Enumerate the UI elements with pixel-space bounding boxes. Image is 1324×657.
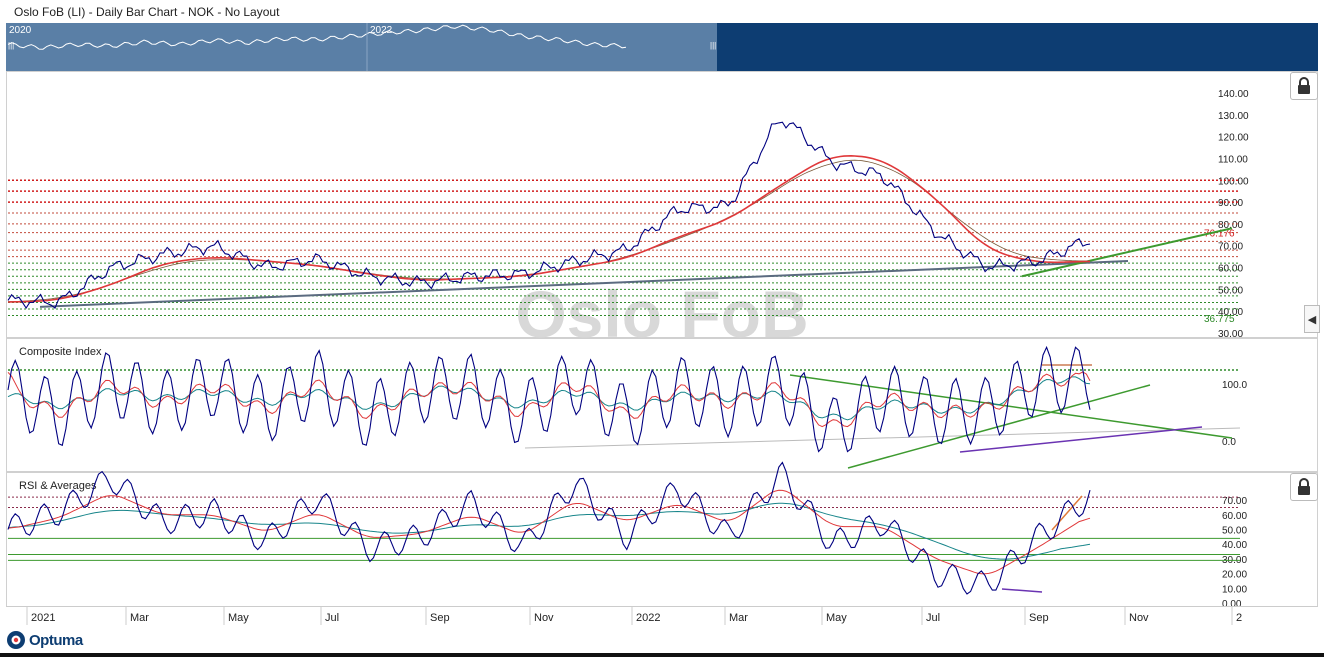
x-axis-label: Mar xyxy=(130,612,149,624)
collapse-arrow-icon[interactable]: ◀ xyxy=(1304,305,1320,333)
composite-index-line xyxy=(7,345,1091,453)
rsi-purple-trendline[interactable] xyxy=(1001,588,1043,593)
x-axis-label: Nov xyxy=(1129,612,1149,624)
composite-rising-trendline[interactable] xyxy=(847,384,1151,469)
price-y-tick: 130.00 xyxy=(1218,111,1249,122)
chart-title: Oslo FoB (LI) - Daily Bar Chart - NOK - … xyxy=(14,5,280,19)
composite-fast-average xyxy=(7,371,1091,428)
navigator-year-2020: 2020 xyxy=(9,25,32,36)
navigator-handle-right[interactable]: ||| xyxy=(710,41,717,50)
lock-icon[interactable] xyxy=(1290,72,1318,100)
x-axis-label: 2022 xyxy=(636,612,660,624)
price-y-tick: 70.00 xyxy=(1218,242,1243,253)
composite-purple-trendline[interactable] xyxy=(959,426,1203,453)
price-y-tick: 60.00 xyxy=(1218,264,1243,275)
rsi-y-tick: 10.00 xyxy=(1222,584,1247,595)
rsi-slow-average xyxy=(7,502,1091,560)
watermark: Oslo FoB xyxy=(515,277,808,351)
optuma-logo-icon xyxy=(7,631,25,649)
price-y-tick: 90.00 xyxy=(1218,198,1243,209)
navigator-overview[interactable]: 2020 2022 ||| ||| xyxy=(6,23,1318,71)
x-axis-label: May xyxy=(228,612,249,624)
price-panel xyxy=(6,71,1318,338)
navigator-unselected-range[interactable] xyxy=(717,23,1318,71)
navigator-handle-left[interactable]: ||| xyxy=(8,41,15,50)
x-axis-label: Jul xyxy=(926,612,940,624)
navigator-selected-range[interactable] xyxy=(6,23,717,71)
composite-panel: Composite Index xyxy=(6,338,1318,472)
uptrend-line[interactable] xyxy=(1021,227,1233,278)
rsi-y-tick: 20.00 xyxy=(1222,570,1247,581)
rsi-y-tick: 40.00 xyxy=(1222,540,1247,551)
rsi-y-tick: 50.00 xyxy=(1222,526,1247,537)
rsi-lock-icon[interactable] xyxy=(1290,473,1318,501)
price-y-tick: 140.00 xyxy=(1218,89,1249,100)
optuma-logo-text: Optuma xyxy=(29,631,83,649)
composite-label: Composite Index xyxy=(19,346,102,358)
moving-average-line xyxy=(7,154,1090,303)
price-y-tick: 40.00 xyxy=(1218,307,1243,318)
composite-y-tick: 0.0 xyxy=(1222,437,1236,448)
rsi-line xyxy=(7,461,1091,595)
fib-label-upper: 76.176 xyxy=(1204,228,1235,239)
x-axis xyxy=(6,606,1318,627)
navigator-sparkline xyxy=(7,23,627,71)
optuma-logo: Optuma xyxy=(6,629,83,651)
price-y-tick: 100.00 xyxy=(1218,176,1249,187)
x-axis-label: Sep xyxy=(430,612,450,624)
support-trendline[interactable] xyxy=(39,260,1129,308)
x-axis-label: May xyxy=(826,612,847,624)
price-y-tick: 120.00 xyxy=(1218,133,1249,144)
x-axis-label: Jul xyxy=(325,612,339,624)
fib-label-lower: 36.775 xyxy=(1204,314,1235,325)
price-y-tick: 80.00 xyxy=(1218,220,1243,231)
bottom-bar xyxy=(0,653,1324,657)
rsi-y-tick: 60.00 xyxy=(1222,511,1247,522)
x-axis-label: 2021 xyxy=(31,612,55,624)
price-y-tick: 110.00 xyxy=(1218,154,1248,165)
x-axis-label: 2 xyxy=(1236,612,1242,624)
rsi-label: RSI & Averages xyxy=(19,480,97,492)
x-axis-label: Nov xyxy=(534,612,554,624)
price-line xyxy=(7,121,1091,310)
composite-falling-trendline[interactable] xyxy=(789,374,1233,439)
composite-gray-trendline xyxy=(524,427,1241,449)
rsi-fast-average xyxy=(7,489,1091,575)
navigator-year-2022: 2022 xyxy=(370,25,393,36)
rsi-y-tick: 0.00 xyxy=(1222,599,1242,610)
x-axis-label: Sep xyxy=(1029,612,1049,624)
price-y-tick: 50.00 xyxy=(1218,285,1243,296)
rsi-orange-trendline[interactable] xyxy=(1051,495,1083,531)
composite-y-tick: 100.0 xyxy=(1222,380,1247,391)
x-axis-label: Mar xyxy=(729,612,748,624)
price-y-tick: 30.00 xyxy=(1218,329,1243,340)
rsi-y-tick: 70.00 xyxy=(1222,496,1247,507)
